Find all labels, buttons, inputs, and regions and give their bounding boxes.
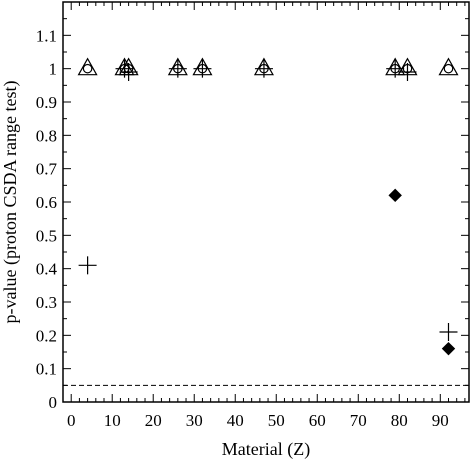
y-tick-label: 0 bbox=[49, 393, 58, 412]
y-tick-label: 0.8 bbox=[36, 126, 57, 145]
diamond-marker bbox=[441, 341, 456, 356]
circle-marker bbox=[443, 63, 454, 74]
diamond-marker bbox=[388, 188, 402, 203]
x-tick-label: 0 bbox=[67, 411, 76, 430]
axis-ticks bbox=[63, 2, 469, 403]
x-tick-label: 20 bbox=[145, 411, 162, 430]
x-axis-title: Material (Z) bbox=[222, 439, 310, 460]
x-tick-label: 60 bbox=[309, 411, 326, 430]
x-tick-label: 10 bbox=[104, 411, 121, 430]
y-tick-label: 0.1 bbox=[36, 360, 57, 379]
y-tick-label: 0.4 bbox=[36, 260, 58, 279]
x-tick-label: 50 bbox=[268, 411, 285, 430]
y-tick-label: 0.7 bbox=[36, 160, 58, 179]
y-tick-label: 1 bbox=[49, 60, 58, 79]
plus-marker bbox=[254, 59, 273, 78]
plus-marker bbox=[193, 59, 212, 78]
y-tick-label: 0.2 bbox=[36, 326, 57, 345]
x-tick-label: 80 bbox=[391, 411, 408, 430]
tick-labels: 0 10 20 30 40 50 60 70 80 90 0 0.1 0.2 0.3 0.4 0.5 0.6 0.… bbox=[36, 26, 449, 430]
triangle-marker bbox=[438, 57, 459, 76]
y-tick-label: 1.1 bbox=[36, 26, 57, 45]
x-tick-label: 30 bbox=[186, 411, 203, 430]
plus-marker bbox=[386, 59, 405, 78]
plus-marker bbox=[398, 63, 417, 81]
y-axis-title: p-value (proton CSDA range test) bbox=[0, 81, 21, 324]
plus-marker bbox=[119, 63, 138, 81]
y-tick-label: 0.9 bbox=[36, 93, 57, 112]
y-tick-label: 0.3 bbox=[36, 293, 57, 312]
y-tick-label: 0.6 bbox=[36, 193, 57, 212]
y-tick-label: 0.5 bbox=[36, 226, 57, 245]
plus-marker bbox=[115, 59, 134, 78]
plus-marker bbox=[168, 59, 187, 78]
plus-marker bbox=[439, 323, 458, 341]
triangle-marker bbox=[77, 57, 98, 76]
data-markers bbox=[77, 57, 459, 356]
x-tick-label: 40 bbox=[227, 411, 244, 430]
x-tick-label: 90 bbox=[432, 411, 449, 430]
x-tick-label: 70 bbox=[350, 411, 367, 430]
circle-marker bbox=[82, 63, 93, 74]
plus-marker bbox=[78, 256, 97, 275]
